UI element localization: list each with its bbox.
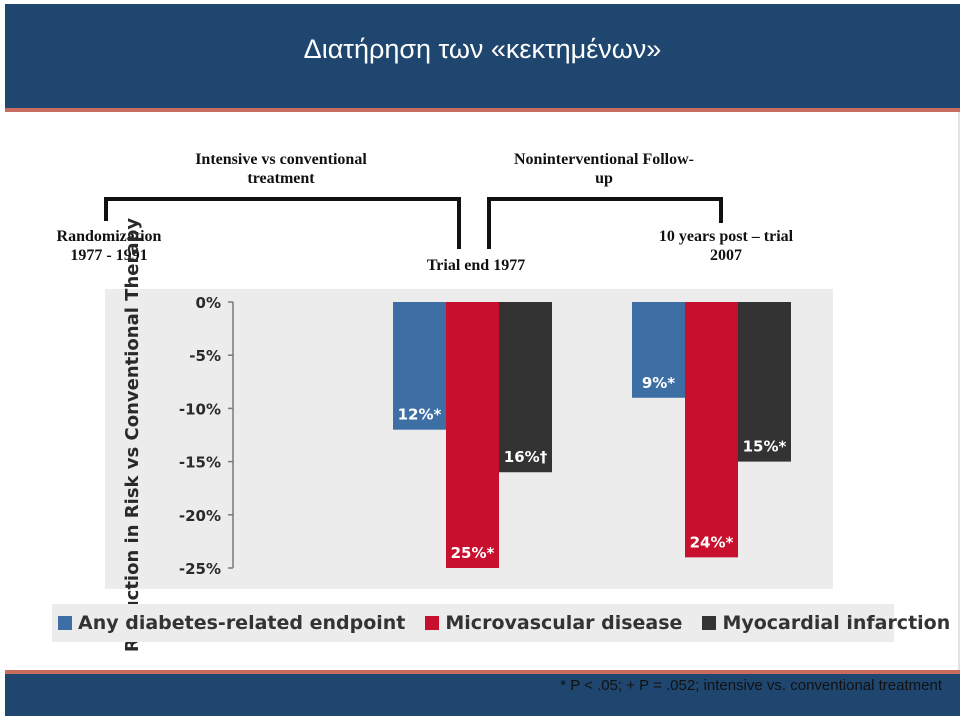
legend-item-any-endpoint: Any diabetes-related endpoint <box>58 612 405 634</box>
bar <box>446 302 499 568</box>
panel-edge <box>958 112 960 670</box>
y-tick-label: -25% <box>179 560 221 578</box>
y-axis-label: Reduction in Risk vs Conventional Therap… <box>122 217 143 653</box>
bar <box>499 302 552 473</box>
legend-label: Any diabetes-related endpoint <box>78 612 406 634</box>
bar-chart: 0% -5% -10% -15% -20% -25% 12%* 9%* 25%* 24%* 16%†… <box>179 294 791 578</box>
legend-swatch <box>702 616 717 630</box>
legend-item-myocardial: Myocardial infarction <box>702 612 950 634</box>
phase1-label: Intensive vs conventional treatment <box>195 151 367 187</box>
footnote: * P < .05; + P = .052; intensive vs. con… <box>560 677 942 694</box>
phase2-label: Noninterventional Follow-up <box>514 151 694 187</box>
phase1-bracket <box>104 197 461 249</box>
legend-label: Microvascular disease <box>445 612 683 634</box>
chart-legend: Any diabetes-related endpoint Microvascu… <box>52 604 950 642</box>
phase2-bracket <box>487 197 723 249</box>
header-divider <box>5 108 960 112</box>
bar-label: 25%* <box>451 544 495 562</box>
y-tick-label: -5% <box>189 347 221 365</box>
header-bar <box>5 4 960 108</box>
legend-label: Myocardial infarction <box>722 612 951 634</box>
y-tick-label: 0% <box>196 294 221 312</box>
y-axis-label-wrap: Reduction in Risk vs Conventional Therap… <box>107 218 159 652</box>
bar <box>632 302 685 398</box>
page-title: Διατήρηση των «κεκτημένων» <box>303 34 662 64</box>
bar <box>685 302 738 558</box>
legend-item-microvascular: Microvascular disease <box>425 612 682 634</box>
bar-label: 24%* <box>690 533 734 551</box>
legend-swatch <box>58 616 72 630</box>
y-tick-label: -10% <box>179 400 221 418</box>
footer-divider <box>5 670 960 674</box>
randomization-label: Randomization 1977 - 1991 <box>56 228 162 264</box>
bar-label: 12%* <box>398 406 442 424</box>
timeline-brackets <box>104 197 723 249</box>
y-tick-label: -15% <box>179 454 221 472</box>
bar-label: 15%* <box>743 438 787 456</box>
bar-label: 9%* <box>642 374 675 392</box>
trial-end-label: Trial end 1977 <box>426 257 526 274</box>
bar <box>393 302 446 430</box>
footer-bar <box>5 674 960 716</box>
bar <box>738 302 791 462</box>
bar-label: 16%† <box>504 448 548 466</box>
post-trial-label: 10 years post – trial 2007 <box>658 228 794 264</box>
legend-swatch <box>425 616 440 630</box>
y-tick-label: -20% <box>179 507 221 525</box>
